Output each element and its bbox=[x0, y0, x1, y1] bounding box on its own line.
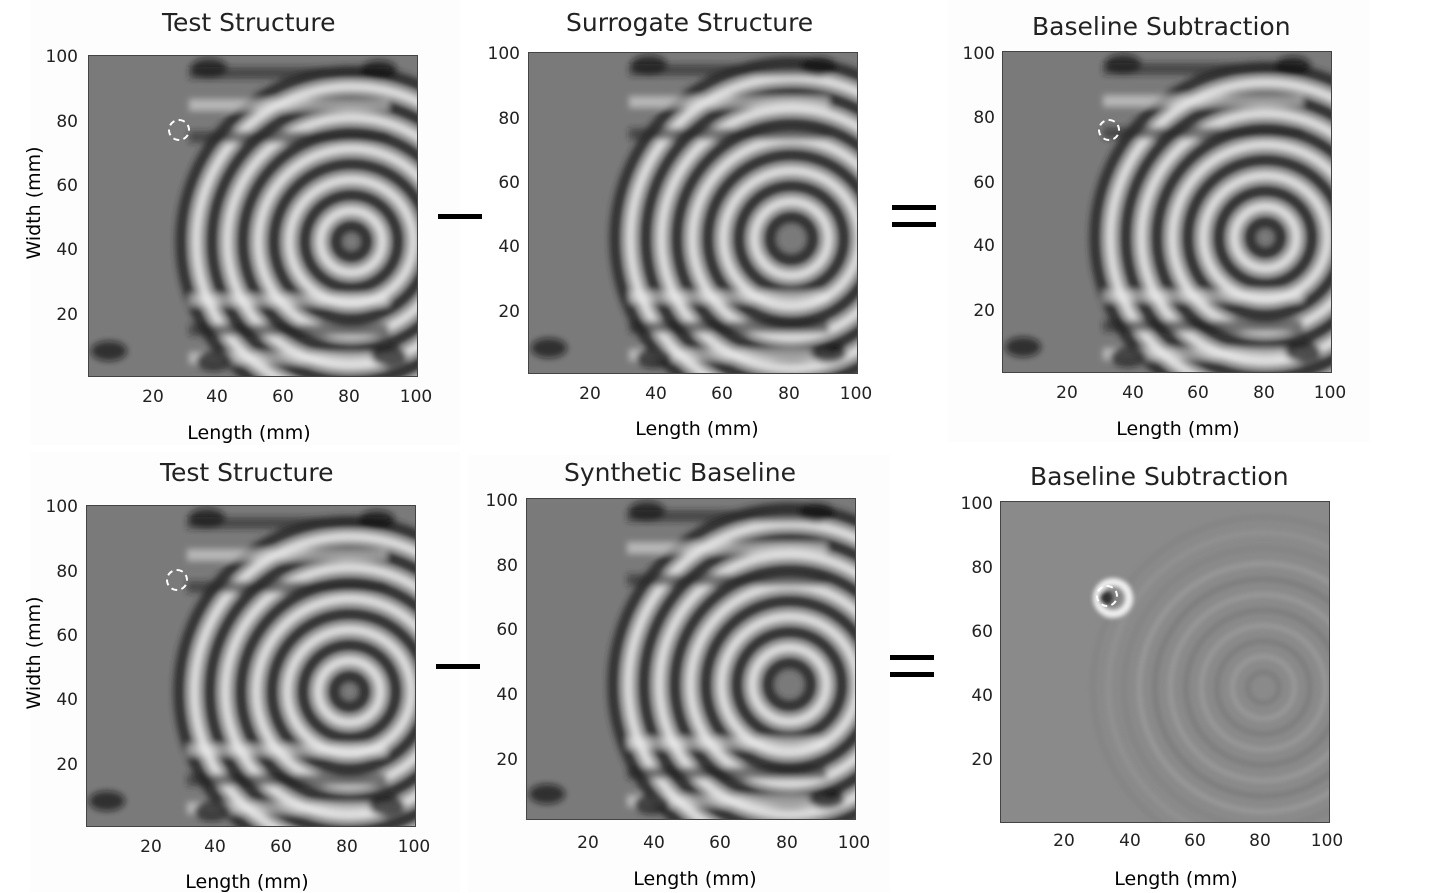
x-tick: 80 bbox=[338, 387, 360, 407]
x-tick: 40 bbox=[206, 387, 228, 407]
x-tick: 40 bbox=[1119, 831, 1141, 851]
x-tick: 100 bbox=[839, 384, 873, 404]
minus-operator bbox=[438, 214, 482, 219]
y-tick: 40 bbox=[498, 237, 520, 257]
y-tick: 100 bbox=[485, 491, 518, 511]
damage-marker bbox=[166, 569, 188, 591]
x-tick: 100 bbox=[397, 837, 431, 857]
x-tick: 80 bbox=[1253, 383, 1275, 403]
y-tick: 60 bbox=[56, 176, 78, 196]
equals-operator bbox=[892, 205, 936, 227]
wavefield-plot bbox=[88, 55, 418, 377]
y-tick: 100 bbox=[487, 44, 520, 64]
x-tick: 60 bbox=[1184, 831, 1206, 851]
x-axis-label: Length (mm) bbox=[187, 422, 311, 444]
y-tick: 80 bbox=[56, 562, 78, 582]
wavefield-image bbox=[87, 506, 415, 826]
y-tick: 40 bbox=[56, 690, 78, 710]
x-tick: 100 bbox=[1310, 831, 1344, 851]
y-tick: 60 bbox=[971, 622, 993, 642]
minus-operator bbox=[436, 664, 480, 669]
x-tick: 60 bbox=[270, 837, 292, 857]
y-tick: 80 bbox=[56, 112, 78, 132]
y-tick: 80 bbox=[496, 556, 518, 576]
y-tick: 80 bbox=[971, 558, 993, 578]
x-axis-label: Length (mm) bbox=[633, 868, 757, 890]
damage-marker bbox=[168, 119, 190, 141]
y-tick: 20 bbox=[56, 755, 78, 775]
y-tick: 100 bbox=[960, 494, 993, 514]
y-tick: 100 bbox=[45, 497, 78, 517]
y-axis-label: Width (mm) bbox=[23, 596, 45, 710]
y-tick: 60 bbox=[973, 173, 995, 193]
y-tick: 20 bbox=[56, 305, 78, 325]
x-tick: 60 bbox=[1187, 383, 1209, 403]
wavefield-plot bbox=[526, 498, 856, 820]
wavefield-plot bbox=[528, 52, 858, 374]
panel-title: Baseline Subtraction bbox=[1032, 12, 1291, 41]
x-tick: 100 bbox=[1313, 383, 1347, 403]
x-tick: 40 bbox=[1122, 383, 1144, 403]
x-tick: 20 bbox=[579, 384, 601, 404]
y-tick: 40 bbox=[56, 240, 78, 260]
x-tick: 40 bbox=[643, 833, 665, 853]
x-axis-label: Length (mm) bbox=[1114, 868, 1238, 890]
x-tick: 100 bbox=[837, 833, 871, 853]
x-tick: 60 bbox=[709, 833, 731, 853]
wavefield-plot bbox=[1000, 501, 1330, 823]
x-tick: 80 bbox=[778, 384, 800, 404]
panel-title: Synthetic Baseline bbox=[564, 458, 796, 487]
y-tick: 20 bbox=[498, 302, 520, 322]
y-tick: 100 bbox=[45, 47, 78, 67]
x-axis-label: Length (mm) bbox=[635, 418, 759, 440]
x-tick: 80 bbox=[776, 833, 798, 853]
wavefield-image bbox=[89, 56, 417, 376]
y-tick: 20 bbox=[973, 301, 995, 321]
x-tick: 20 bbox=[140, 837, 162, 857]
x-axis-label: Length (mm) bbox=[185, 871, 309, 893]
y-tick: 40 bbox=[971, 686, 993, 706]
x-tick: 80 bbox=[1249, 831, 1271, 851]
wavefield-image bbox=[1001, 502, 1329, 822]
panel-title: Baseline Subtraction bbox=[1030, 462, 1289, 491]
panel-title: Test Structure bbox=[160, 458, 334, 487]
x-tick: 60 bbox=[711, 384, 733, 404]
x-tick: 80 bbox=[336, 837, 358, 857]
x-tick: 40 bbox=[645, 384, 667, 404]
x-tick: 20 bbox=[142, 387, 164, 407]
x-axis-label: Length (mm) bbox=[1116, 418, 1240, 440]
equals-operator bbox=[890, 655, 934, 677]
y-tick: 80 bbox=[973, 108, 995, 128]
y-tick: 20 bbox=[496, 750, 518, 770]
y-axis-label: Width (mm) bbox=[23, 146, 45, 260]
y-tick: 40 bbox=[973, 236, 995, 256]
x-tick: 100 bbox=[399, 387, 433, 407]
damage-marker bbox=[1096, 585, 1118, 607]
x-tick: 20 bbox=[1056, 383, 1078, 403]
y-tick: 60 bbox=[498, 173, 520, 193]
y-tick: 100 bbox=[962, 44, 995, 64]
y-tick: 60 bbox=[496, 620, 518, 640]
x-tick: 60 bbox=[272, 387, 294, 407]
panel-title: Surrogate Structure bbox=[566, 8, 814, 37]
panel-title: Test Structure bbox=[162, 8, 336, 37]
damage-marker bbox=[1098, 119, 1120, 141]
y-tick: 80 bbox=[498, 109, 520, 129]
wavefield-image bbox=[1003, 52, 1331, 372]
x-tick: 20 bbox=[577, 833, 599, 853]
wavefield-image bbox=[527, 499, 855, 819]
wavefield-image bbox=[529, 53, 857, 373]
y-tick: 60 bbox=[56, 626, 78, 646]
x-tick: 40 bbox=[204, 837, 226, 857]
wavefield-plot bbox=[86, 505, 416, 827]
x-tick: 20 bbox=[1053, 831, 1075, 851]
y-tick: 40 bbox=[496, 685, 518, 705]
y-tick: 20 bbox=[971, 750, 993, 770]
wavefield-plot bbox=[1002, 51, 1332, 373]
